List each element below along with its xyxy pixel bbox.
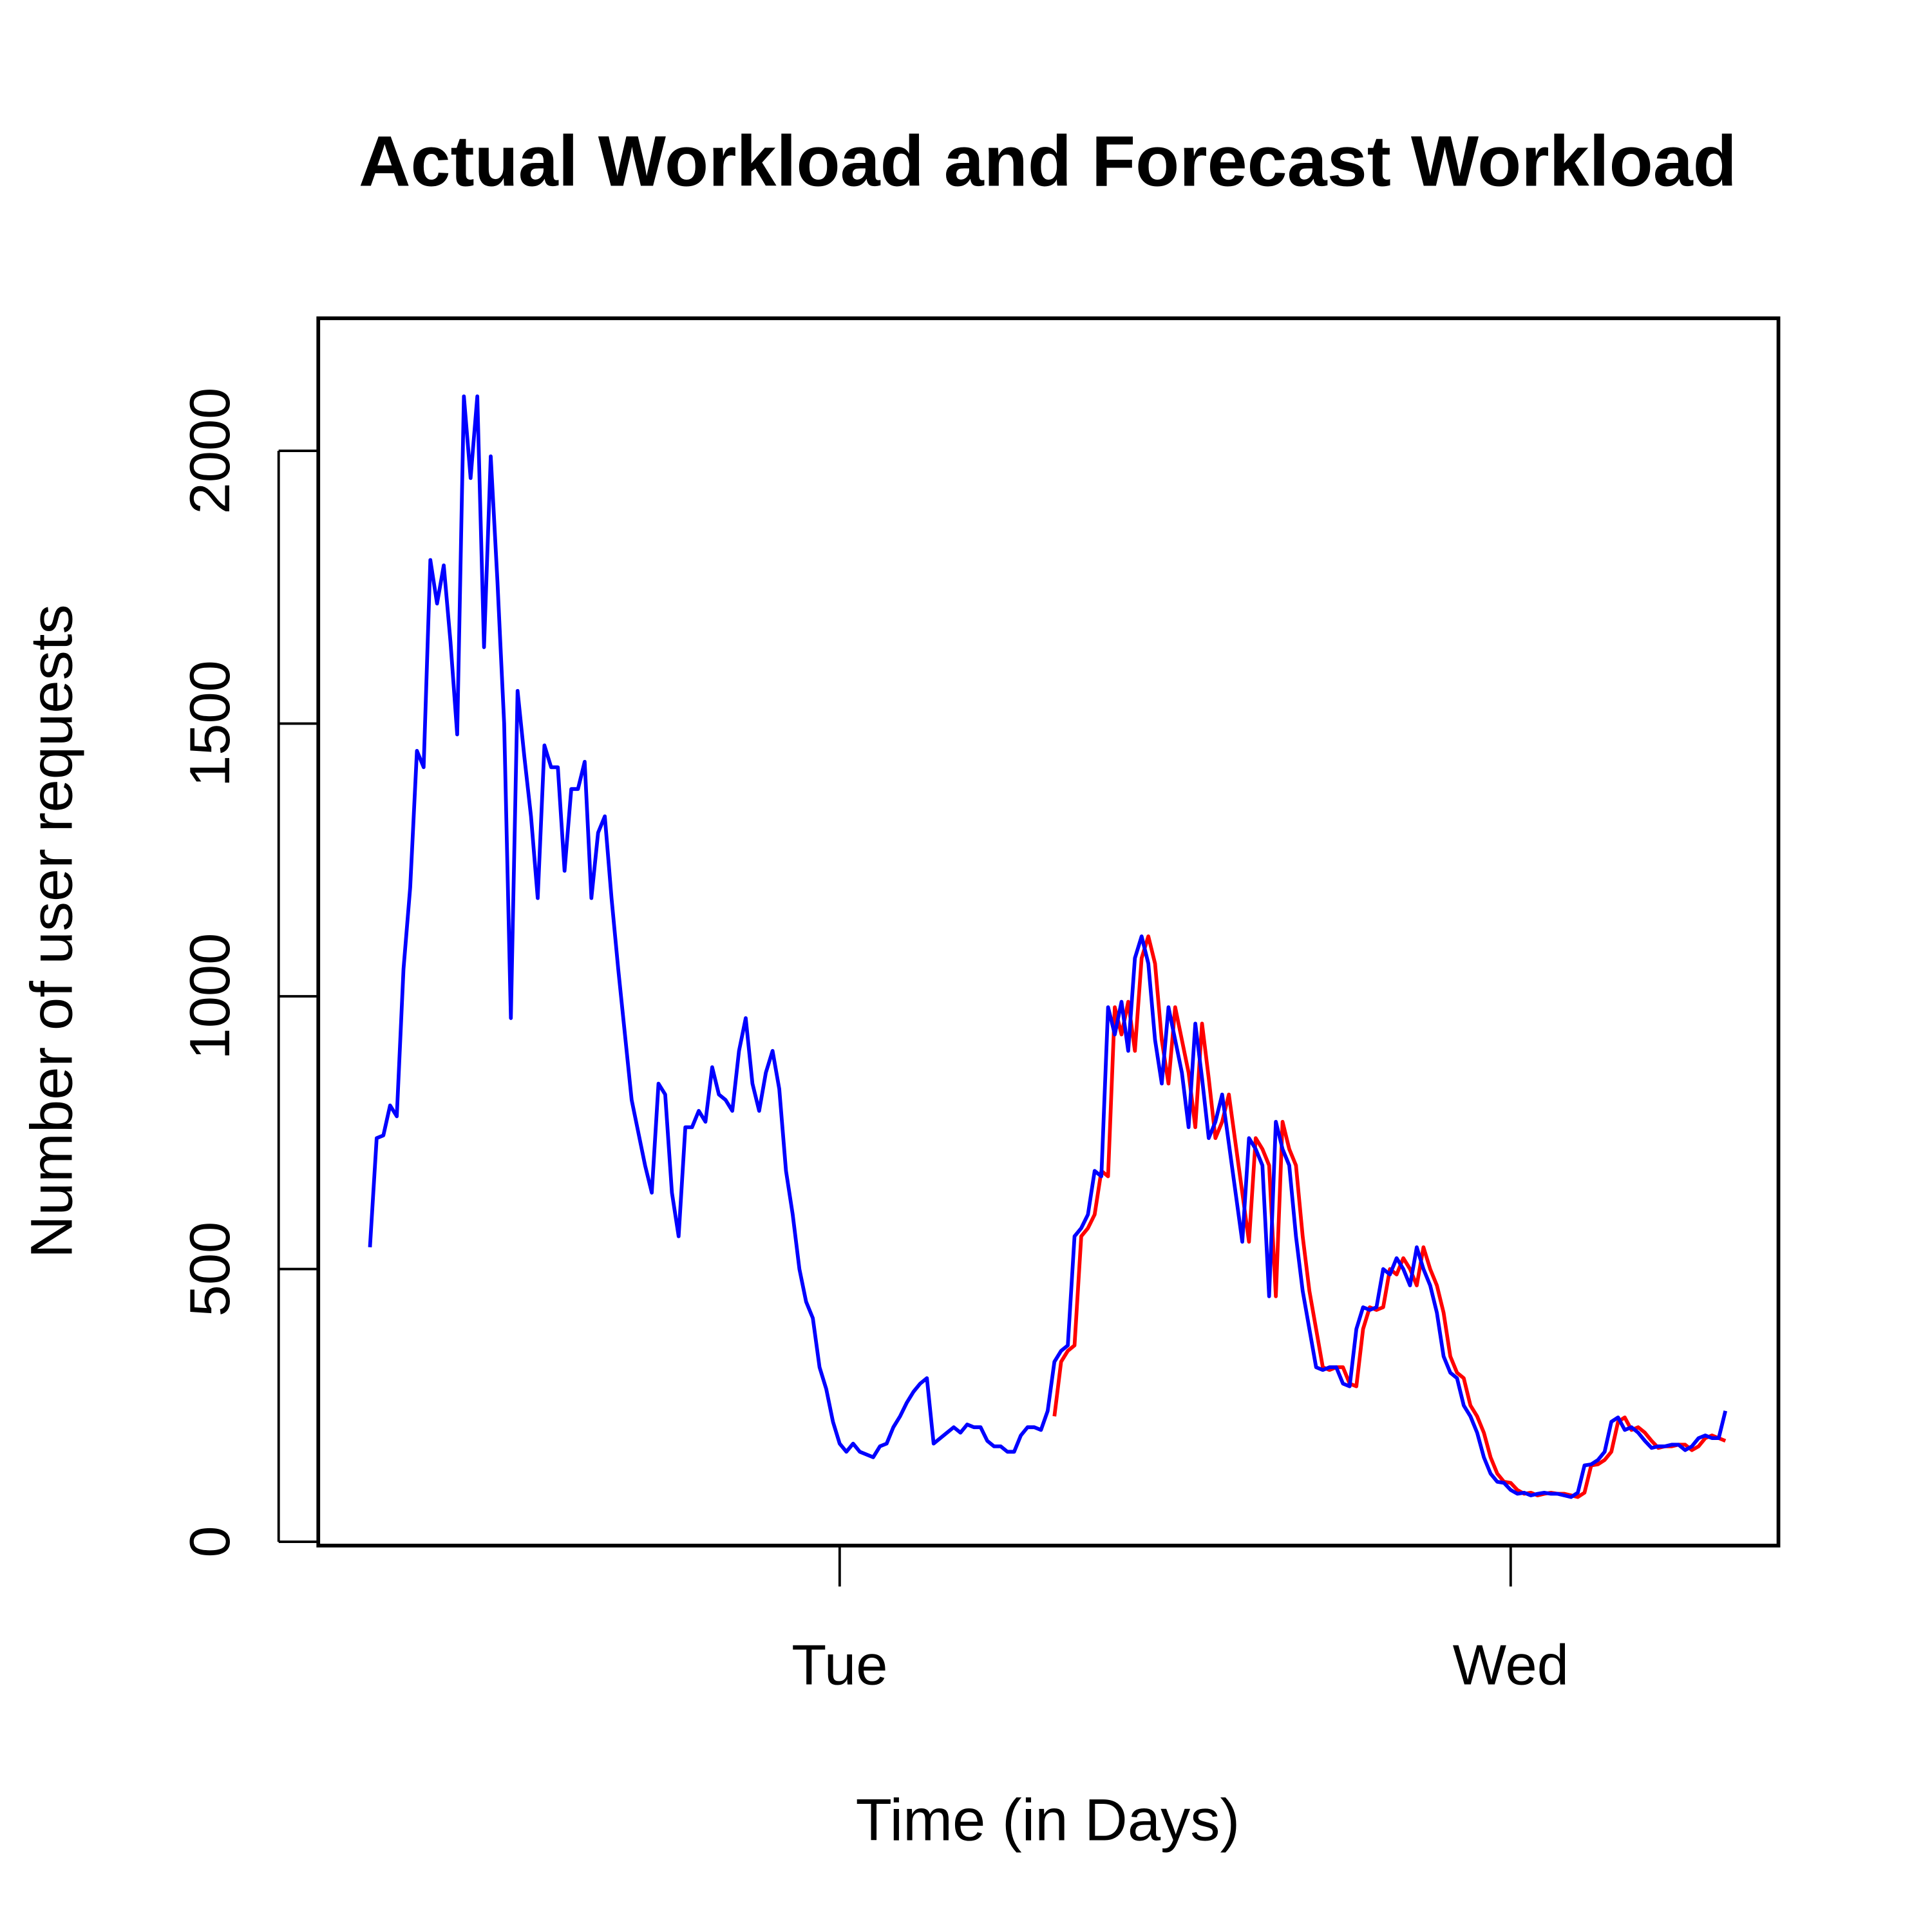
- y-tick-label: 2000: [178, 388, 242, 515]
- y-tick-label: 1000: [178, 933, 242, 1060]
- y-tick-label: 0: [178, 1526, 242, 1557]
- series-line: [368, 394, 1728, 1499]
- chart-title: Actual Workload and Forecast Workload: [359, 120, 1737, 201]
- plot-frame: [316, 316, 1781, 1548]
- x-tick-label: Wed: [1453, 1633, 1569, 1696]
- x-tick-label: Tue: [791, 1633, 887, 1696]
- x-axis-title: Time (in Days): [856, 1786, 1240, 1853]
- series-line: [1052, 934, 1727, 1499]
- y-tick-label: 1500: [178, 660, 242, 787]
- y-tick-label: 500: [178, 1222, 242, 1317]
- y-axis-title: Number of user requests: [18, 604, 85, 1258]
